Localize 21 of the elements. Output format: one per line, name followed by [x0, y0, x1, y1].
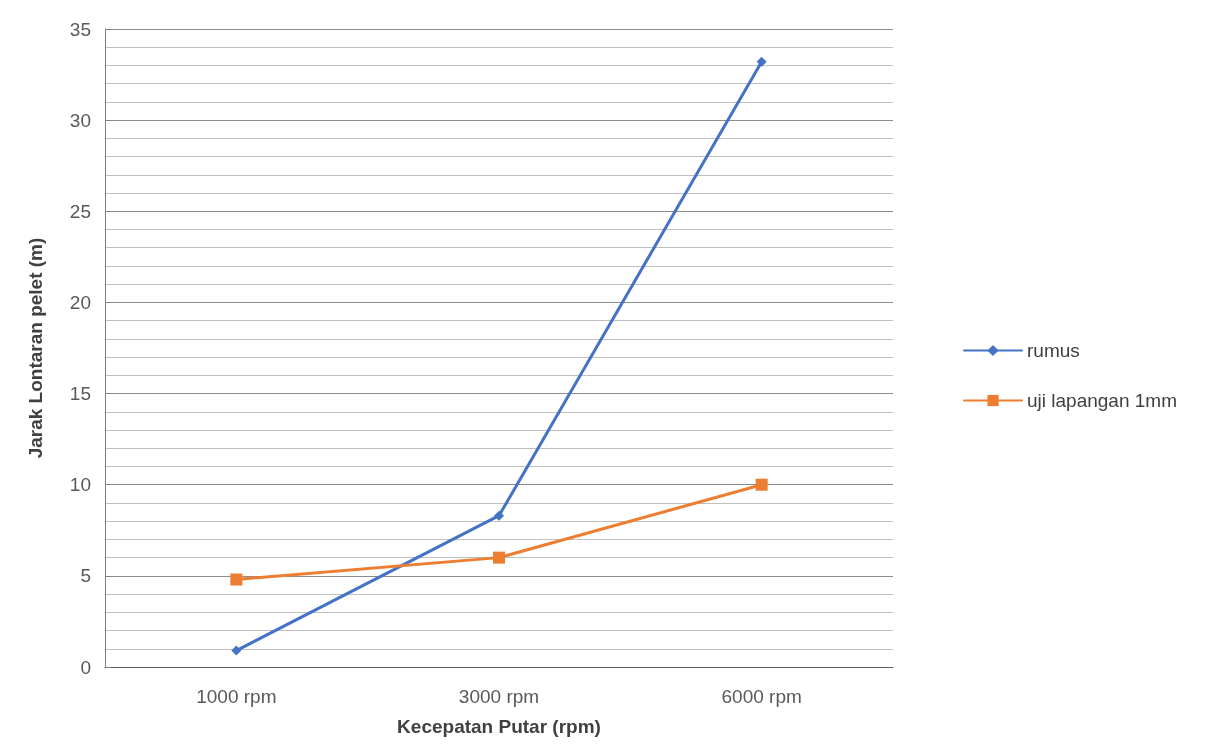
y-tick-label: 15 [69, 383, 91, 405]
y-tick-label: 20 [69, 291, 91, 313]
point [493, 551, 505, 564]
y-tick-label: 10 [69, 474, 91, 496]
x-tick-label: 6000 rpm [721, 686, 802, 707]
y-tick-label: 0 [80, 656, 91, 678]
y-axis-title: Jarak Lontaran pelet (m) [25, 237, 46, 459]
point [755, 478, 768, 491]
point [230, 573, 243, 586]
x-tick-label: 3000 rpm [458, 686, 540, 707]
point [494, 510, 504, 521]
point [756, 56, 767, 67]
x-tick-label: 1000 rpm [196, 686, 277, 707]
y-tick-label: 30 [69, 109, 91, 131]
legend-label: rumus [1027, 340, 1080, 361]
legend-label: uji lapangan 1mm [1027, 390, 1177, 411]
x-axis-title: Kecepatan Putar (rpm) [397, 716, 601, 737]
y-tick-label: 25 [69, 200, 91, 222]
point [231, 645, 242, 656]
y-tick-label: 35 [69, 18, 91, 40]
y-tick-label: 5 [80, 565, 91, 587]
